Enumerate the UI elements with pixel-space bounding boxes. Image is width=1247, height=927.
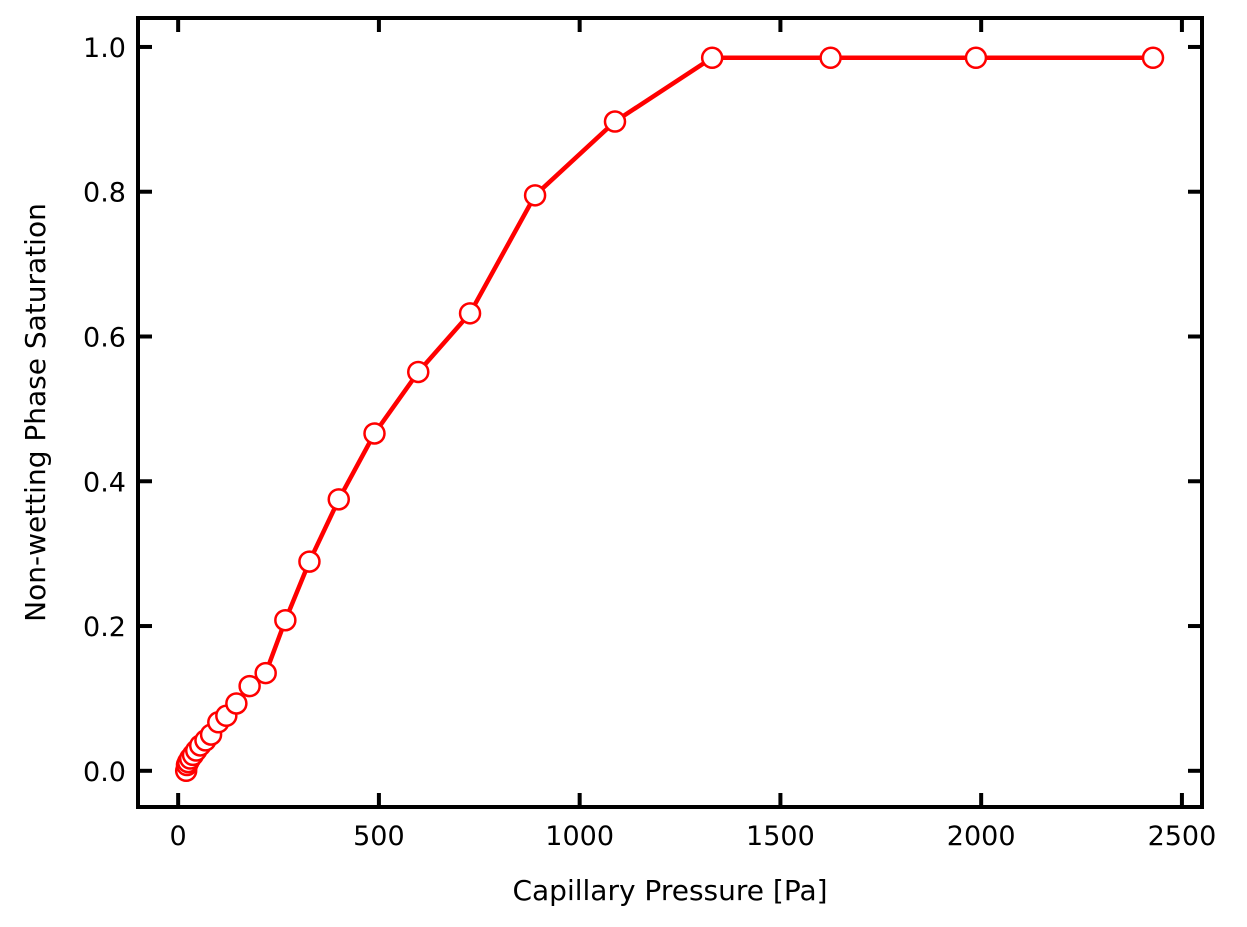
data-point: [523, 184, 547, 207]
data-point: [225, 692, 248, 715]
axis-ticks: [138, 18, 1202, 807]
y-tick-label: 0.2: [83, 612, 126, 643]
tick-labels: 0 500 1000 1500 2000 2500 0.0 0.2 0.4 0.6 0.8 1.0: [83, 33, 1216, 852]
data-point: [964, 46, 988, 70]
data-point: [327, 488, 351, 511]
data-point: [363, 422, 386, 445]
x-tick-label: 0: [170, 821, 187, 852]
data-point: [254, 661, 277, 685]
data-point: [603, 110, 627, 133]
data-point: [238, 674, 261, 698]
y-tick-label: 1.0: [83, 33, 126, 64]
series-layer: [174, 46, 1165, 783]
y-tick-label: 0.8: [83, 178, 126, 209]
plot-frame: [136, 16, 1204, 809]
x-tick-label: 1000: [545, 821, 614, 852]
y-tick-label: 0.4: [83, 467, 126, 498]
data-point: [458, 302, 482, 325]
y-axis-label: Non-wetting Phase Saturation: [19, 203, 52, 622]
data-point: [274, 608, 297, 632]
data-point: [819, 46, 842, 70]
data-point: [407, 360, 430, 384]
data-point: [1141, 46, 1165, 70]
x-tick-label: 2500: [1148, 821, 1217, 852]
x-tick-label: 1500: [746, 821, 815, 852]
data-point: [298, 550, 321, 573]
y-tick-label: 0.6: [83, 322, 126, 353]
y-tick-label: 0.0: [83, 757, 126, 788]
x-axis-label: Capillary Pressure [Pa]: [512, 874, 827, 907]
x-tick-label: 2000: [947, 821, 1016, 852]
x-tick-label: 500: [353, 821, 405, 852]
data-point: [700, 46, 724, 70]
